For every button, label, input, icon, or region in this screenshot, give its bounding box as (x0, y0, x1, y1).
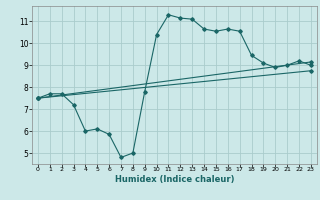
X-axis label: Humidex (Indice chaleur): Humidex (Indice chaleur) (115, 175, 234, 184)
